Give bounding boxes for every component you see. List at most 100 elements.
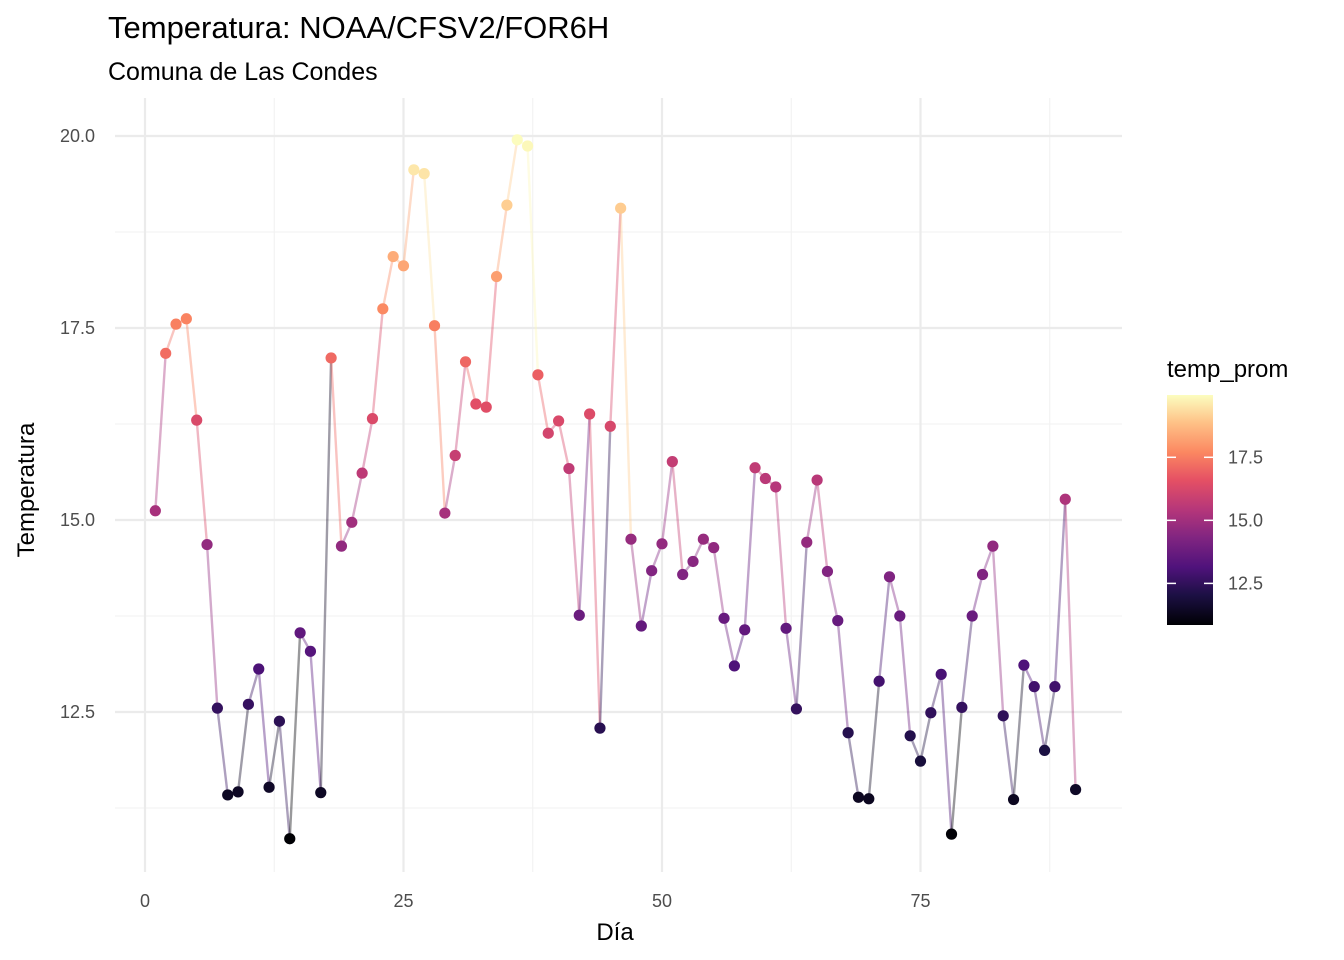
data-point <box>315 787 327 799</box>
data-point <box>563 462 575 475</box>
data-point <box>832 615 844 627</box>
data-point <box>604 420 616 432</box>
data-point <box>966 610 978 622</box>
series-line-segment <box>454 360 467 457</box>
data-point <box>1049 681 1061 693</box>
data-point <box>1059 493 1071 505</box>
x-tick-label: 75 <box>910 891 930 911</box>
series-line-segment <box>712 546 726 620</box>
series-line-segment <box>722 617 736 668</box>
series-line-segment <box>826 570 839 622</box>
data-point <box>490 270 503 283</box>
data-point <box>635 620 647 632</box>
data-point <box>956 701 968 713</box>
data-point <box>573 609 585 621</box>
data-point <box>542 427 554 439</box>
data-point <box>480 401 492 413</box>
data-point <box>356 467 368 479</box>
data-point <box>1038 744 1051 757</box>
data-point <box>873 675 885 687</box>
data-point <box>987 540 999 552</box>
data-point <box>894 610 906 622</box>
data-point <box>759 472 772 485</box>
series-line-segment <box>288 631 302 840</box>
series-line-segment <box>267 720 281 789</box>
data-point <box>790 703 803 715</box>
series-points <box>149 134 1082 845</box>
series-line-segment <box>495 203 509 278</box>
x-tick-label: 50 <box>652 891 672 911</box>
data-point <box>770 481 782 493</box>
series-line-segment <box>505 138 519 207</box>
series-line-segment <box>598 425 612 730</box>
series-line-segment <box>433 324 447 515</box>
series-line-segment <box>629 538 643 628</box>
series-line-segment <box>733 628 746 668</box>
chart-title: Temperatura: NOAA/CFSV2/FOR6H <box>108 10 610 45</box>
data-point <box>1070 783 1082 796</box>
series-line-segment <box>329 356 343 548</box>
series-line-segment <box>557 419 571 470</box>
series-line-segment <box>619 206 633 541</box>
series-line-segment <box>867 680 881 800</box>
legend-title: temp_prom <box>1167 356 1288 383</box>
data-point <box>1007 793 1020 806</box>
series-line-segment <box>609 206 622 428</box>
series-line-segment <box>1064 498 1077 791</box>
data-point <box>697 533 709 545</box>
data-point <box>428 320 441 332</box>
series-line-segment <box>567 467 581 617</box>
series-line-segment <box>971 573 984 618</box>
data-point <box>708 542 720 554</box>
y-tick-label: 12.5 <box>60 702 95 722</box>
data-point <box>615 202 627 214</box>
series-line-segment <box>1043 685 1057 752</box>
series-line-segment <box>1033 685 1046 752</box>
data-point <box>997 710 1009 722</box>
data-point <box>253 663 265 675</box>
series-line-segment <box>526 144 540 377</box>
data-point <box>863 793 875 805</box>
legend-tick-label: 17.5 <box>1228 447 1263 467</box>
data-point <box>780 622 792 634</box>
data-point <box>976 568 989 581</box>
data-point <box>521 140 534 152</box>
data-point <box>397 260 410 272</box>
data-point <box>201 538 213 551</box>
series-line-segment <box>360 417 374 475</box>
series-line-segment <box>898 614 912 738</box>
data-point <box>511 134 523 146</box>
series-line-segment <box>640 569 653 628</box>
y-axis-title: Temperatura <box>13 422 40 557</box>
y-tick-label: 17.5 <box>60 318 95 338</box>
series-line-segment <box>154 352 167 512</box>
data-point <box>687 555 699 568</box>
data-point <box>273 715 286 727</box>
series-line-segment <box>950 706 964 836</box>
data-point <box>335 540 348 552</box>
data-point <box>914 755 927 767</box>
data-point <box>925 707 937 719</box>
x-axis-title: Día <box>596 919 634 946</box>
data-point <box>728 660 740 672</box>
data-point <box>553 415 565 427</box>
series-line-segment <box>815 478 829 573</box>
series-line-segment <box>919 711 933 763</box>
series-line-segment <box>443 454 457 515</box>
data-point <box>666 456 678 468</box>
series-line-segment <box>743 466 757 632</box>
series-line-segment <box>371 307 385 420</box>
series-line-segment <box>929 673 943 714</box>
series-line-segment <box>588 412 602 730</box>
data-point <box>377 303 389 315</box>
data-point <box>304 645 317 657</box>
data-point <box>160 347 172 359</box>
series-line-segment <box>846 731 860 799</box>
grid-major <box>115 98 1122 872</box>
data-point <box>242 698 254 710</box>
data-point <box>656 538 668 550</box>
series-line-segment <box>836 619 850 734</box>
data-point <box>263 781 275 793</box>
data-point <box>821 565 834 578</box>
